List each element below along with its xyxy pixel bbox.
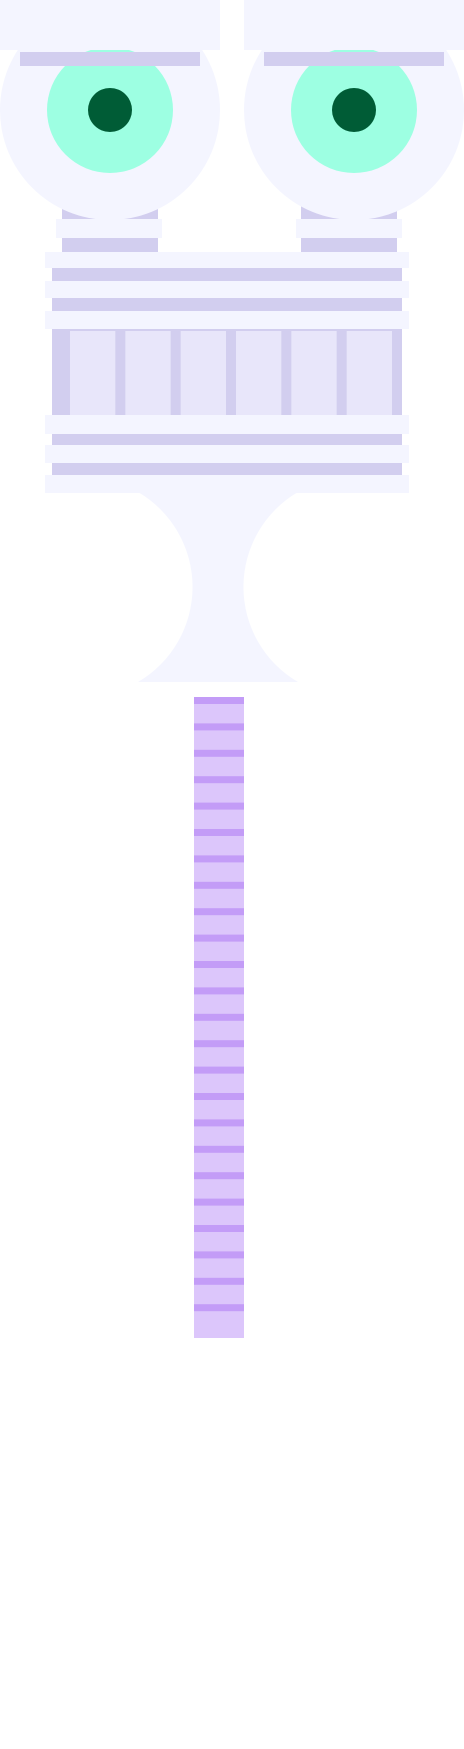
neck-stripe — [194, 1251, 244, 1258]
neck-stripe — [194, 1067, 244, 1074]
neck-stripe — [194, 1278, 244, 1285]
upper-lip-gap-1 — [52, 268, 402, 281]
neck-stripe — [194, 1093, 244, 1100]
left-eyelid — [0, 0, 220, 50]
neck-stripe — [194, 935, 244, 942]
right-pupil — [332, 88, 376, 132]
tooth — [125, 331, 170, 415]
tooth — [291, 331, 336, 415]
mouth — [45, 252, 409, 493]
right-eyelid — [244, 0, 464, 50]
neck-stripe — [194, 987, 244, 994]
right-eyebrow — [264, 52, 444, 66]
neck-stripe — [194, 776, 244, 783]
lower-lip-gap-1 — [52, 434, 402, 445]
tooth — [347, 331, 392, 415]
neck-stripe — [194, 829, 244, 836]
tooth — [70, 331, 115, 415]
lower-lip-band-1 — [45, 415, 409, 434]
neck-stripe — [194, 855, 244, 862]
neck-stripe — [194, 1146, 244, 1153]
lower-lip-band-3 — [45, 475, 409, 493]
neck-stripe — [194, 1225, 244, 1232]
neck-stripe — [194, 961, 244, 968]
right-eye — [244, 0, 464, 220]
neck-stripe — [194, 723, 244, 730]
neck — [194, 697, 244, 1338]
left-eyebrow — [20, 52, 200, 66]
lower-lip-band-2 — [45, 445, 409, 463]
neck-stripe — [194, 1119, 244, 1126]
neck-stripe — [194, 1040, 244, 1047]
left-pupil — [88, 88, 132, 132]
tooth — [181, 331, 226, 415]
neck-stripe — [194, 1304, 244, 1311]
neck-stripe — [194, 1172, 244, 1179]
neck-stripe — [194, 882, 244, 889]
tooth — [236, 331, 281, 415]
neck-stripe — [194, 1199, 244, 1206]
left-eye — [0, 0, 220, 220]
upper-lip-band-3 — [45, 311, 409, 329]
neck-stripe — [194, 750, 244, 757]
upper-lip-band-1 — [45, 252, 409, 268]
neck-stripe — [194, 1014, 244, 1021]
upper-lip-gap-2 — [52, 298, 402, 311]
neck-stripe — [194, 697, 244, 704]
lower-lip-gap-2 — [52, 463, 402, 475]
upper-lip-band-2 — [45, 281, 409, 298]
neck-stripe — [194, 803, 244, 810]
neck-stripe — [194, 908, 244, 915]
